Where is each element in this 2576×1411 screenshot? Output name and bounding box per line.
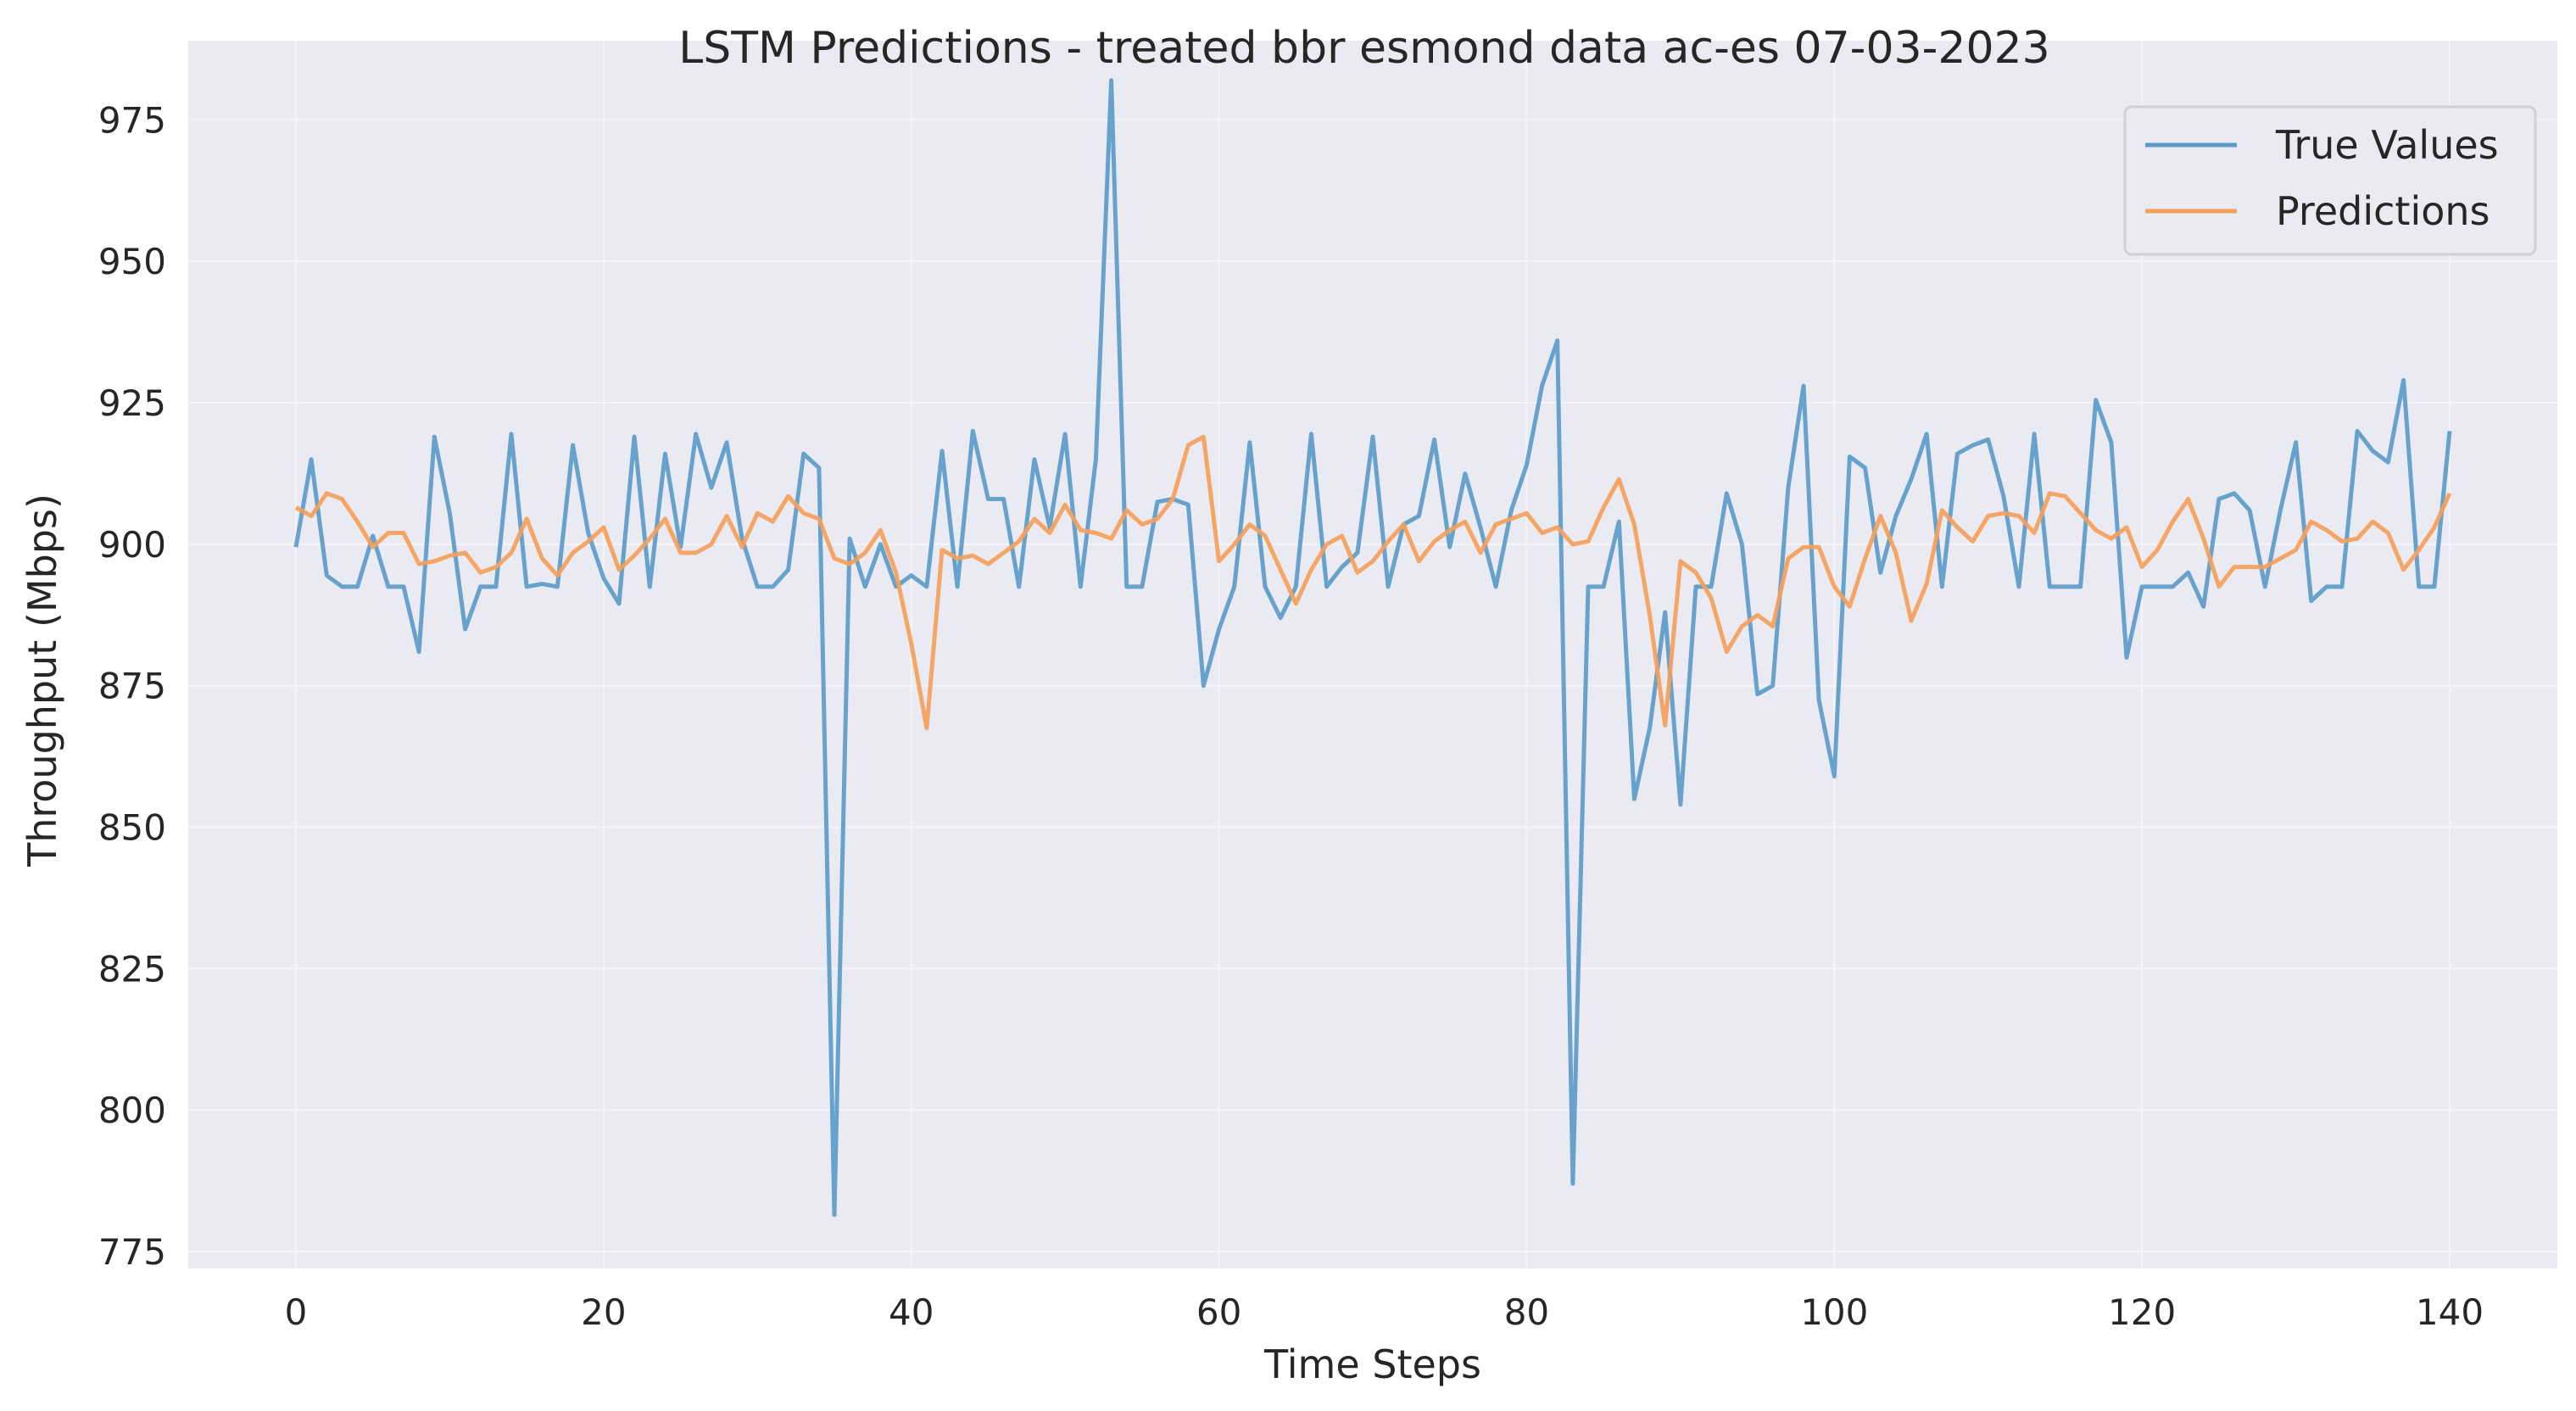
- x-tick-label: 80: [1504, 1291, 1549, 1333]
- chart-title: LSTM Predictions - treated bbr esmond da…: [678, 23, 2049, 74]
- x-tick-label: 60: [1196, 1291, 1241, 1333]
- y-tick-label: 925: [98, 382, 166, 424]
- x-axis-ticks: 0 20 40 60 80 100 120 140: [285, 1291, 2484, 1333]
- legend-label-true-values: True Values: [2275, 122, 2499, 168]
- x-tick-label: 20: [581, 1291, 626, 1333]
- x-tick-label: 100: [1800, 1291, 1868, 1333]
- series-line-predictions: [294, 434, 2452, 731]
- y-tick-label: 950: [98, 241, 166, 282]
- series-lines: [293, 78, 2452, 1218]
- y-tick-label: 775: [98, 1231, 166, 1273]
- legend: True Values Predictions: [2123, 105, 2537, 256]
- x-tick-label: 40: [889, 1291, 934, 1333]
- y-tick-label: 825: [98, 948, 166, 990]
- y-tick-label: 800: [98, 1090, 166, 1131]
- series-line-true-values: [293, 78, 2452, 1218]
- y-axis-ticks: 775 800 825 850 875 900 925 950 975: [98, 99, 166, 1273]
- y-tick-label: 900: [98, 524, 166, 566]
- x-axis-label: Time Steps: [1263, 1341, 1481, 1387]
- y-tick-label: 975: [98, 99, 166, 141]
- x-tick-label: 120: [2108, 1291, 2176, 1333]
- legend-label-predictions: Predictions: [2276, 188, 2490, 234]
- x-tick-label: 140: [2416, 1291, 2484, 1333]
- y-tick-label: 850: [98, 807, 166, 849]
- y-tick-label: 875: [98, 666, 166, 707]
- x-tick-label: 0: [285, 1291, 308, 1333]
- y-axis-label: Throughput (Mbps): [20, 494, 65, 867]
